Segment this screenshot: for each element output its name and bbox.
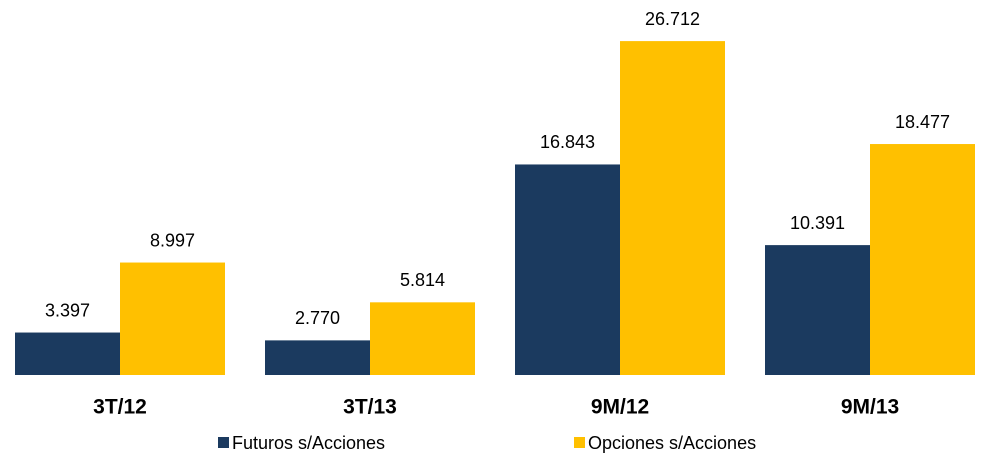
bar <box>370 302 475 375</box>
value-label: 10.391 <box>790 213 845 233</box>
value-label: 26.712 <box>645 9 700 29</box>
value-label: 16.843 <box>540 132 595 152</box>
x-tick-label: 9M/13 <box>841 396 899 419</box>
bar <box>120 262 225 375</box>
x-tick-label: 3T/13 <box>343 396 397 419</box>
value-label: 8.997 <box>150 230 195 250</box>
bar <box>765 245 870 375</box>
bar <box>620 41 725 375</box>
legend-label: Futuros s/Acciones <box>232 433 385 453</box>
x-tick-label: 9M/12 <box>591 396 649 419</box>
value-label: 2.770 <box>295 308 340 328</box>
x-tick-label: 3T/12 <box>93 396 147 419</box>
bar <box>265 340 370 375</box>
legend-label: Opciones s/Acciones <box>588 433 756 453</box>
bar <box>870 144 975 375</box>
value-label: 5.814 <box>400 270 445 290</box>
bar <box>15 332 120 375</box>
value-label: 3.397 <box>45 300 90 320</box>
legend-swatch <box>218 437 229 448</box>
value-label: 18.477 <box>895 112 950 132</box>
legend-swatch <box>574 437 585 448</box>
bar <box>515 164 620 375</box>
